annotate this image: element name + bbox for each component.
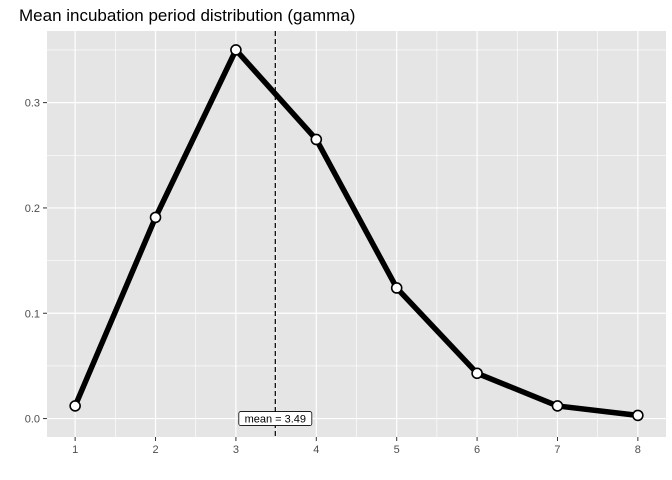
- x-tick-label: 3: [233, 444, 239, 456]
- data-point: [551, 400, 564, 412]
- axes: 0.0 0.1 0.2 0.3 1 2 3 4 5 6 7 8: [25, 98, 641, 456]
- mean-label-box: [238, 411, 313, 426]
- data-point: [149, 211, 162, 224]
- x-tick-label: 4: [313, 444, 319, 456]
- chart-title: Mean incubation period distribution (gam…: [19, 6, 355, 25]
- series: [69, 44, 644, 422]
- data-point: [471, 367, 483, 380]
- mean-marker: mean = 3.49: [238, 31, 313, 437]
- grid: [47, 31, 666, 437]
- x-tick-label: 2: [152, 444, 158, 456]
- y-tick-label: 0.2: [25, 203, 40, 215]
- y-tick-label: 0.0: [25, 414, 40, 426]
- data-point: [230, 44, 242, 56]
- x-tick-label: 7: [554, 444, 560, 456]
- x-tick-label: 1: [72, 444, 78, 456]
- x-tick-label: 6: [474, 444, 480, 456]
- series-line: [72, 47, 639, 419]
- x-tick-label: 5: [394, 444, 400, 456]
- data-point: [632, 409, 644, 422]
- data-point: [310, 133, 323, 146]
- x-tick-label: 8: [635, 444, 641, 456]
- data-point: [390, 282, 403, 294]
- y-tick-label: 0.1: [25, 308, 40, 320]
- mean-label: mean = 3.49: [245, 414, 306, 426]
- y-tick-label: 0.3: [25, 98, 40, 110]
- data-point: [69, 400, 81, 412]
